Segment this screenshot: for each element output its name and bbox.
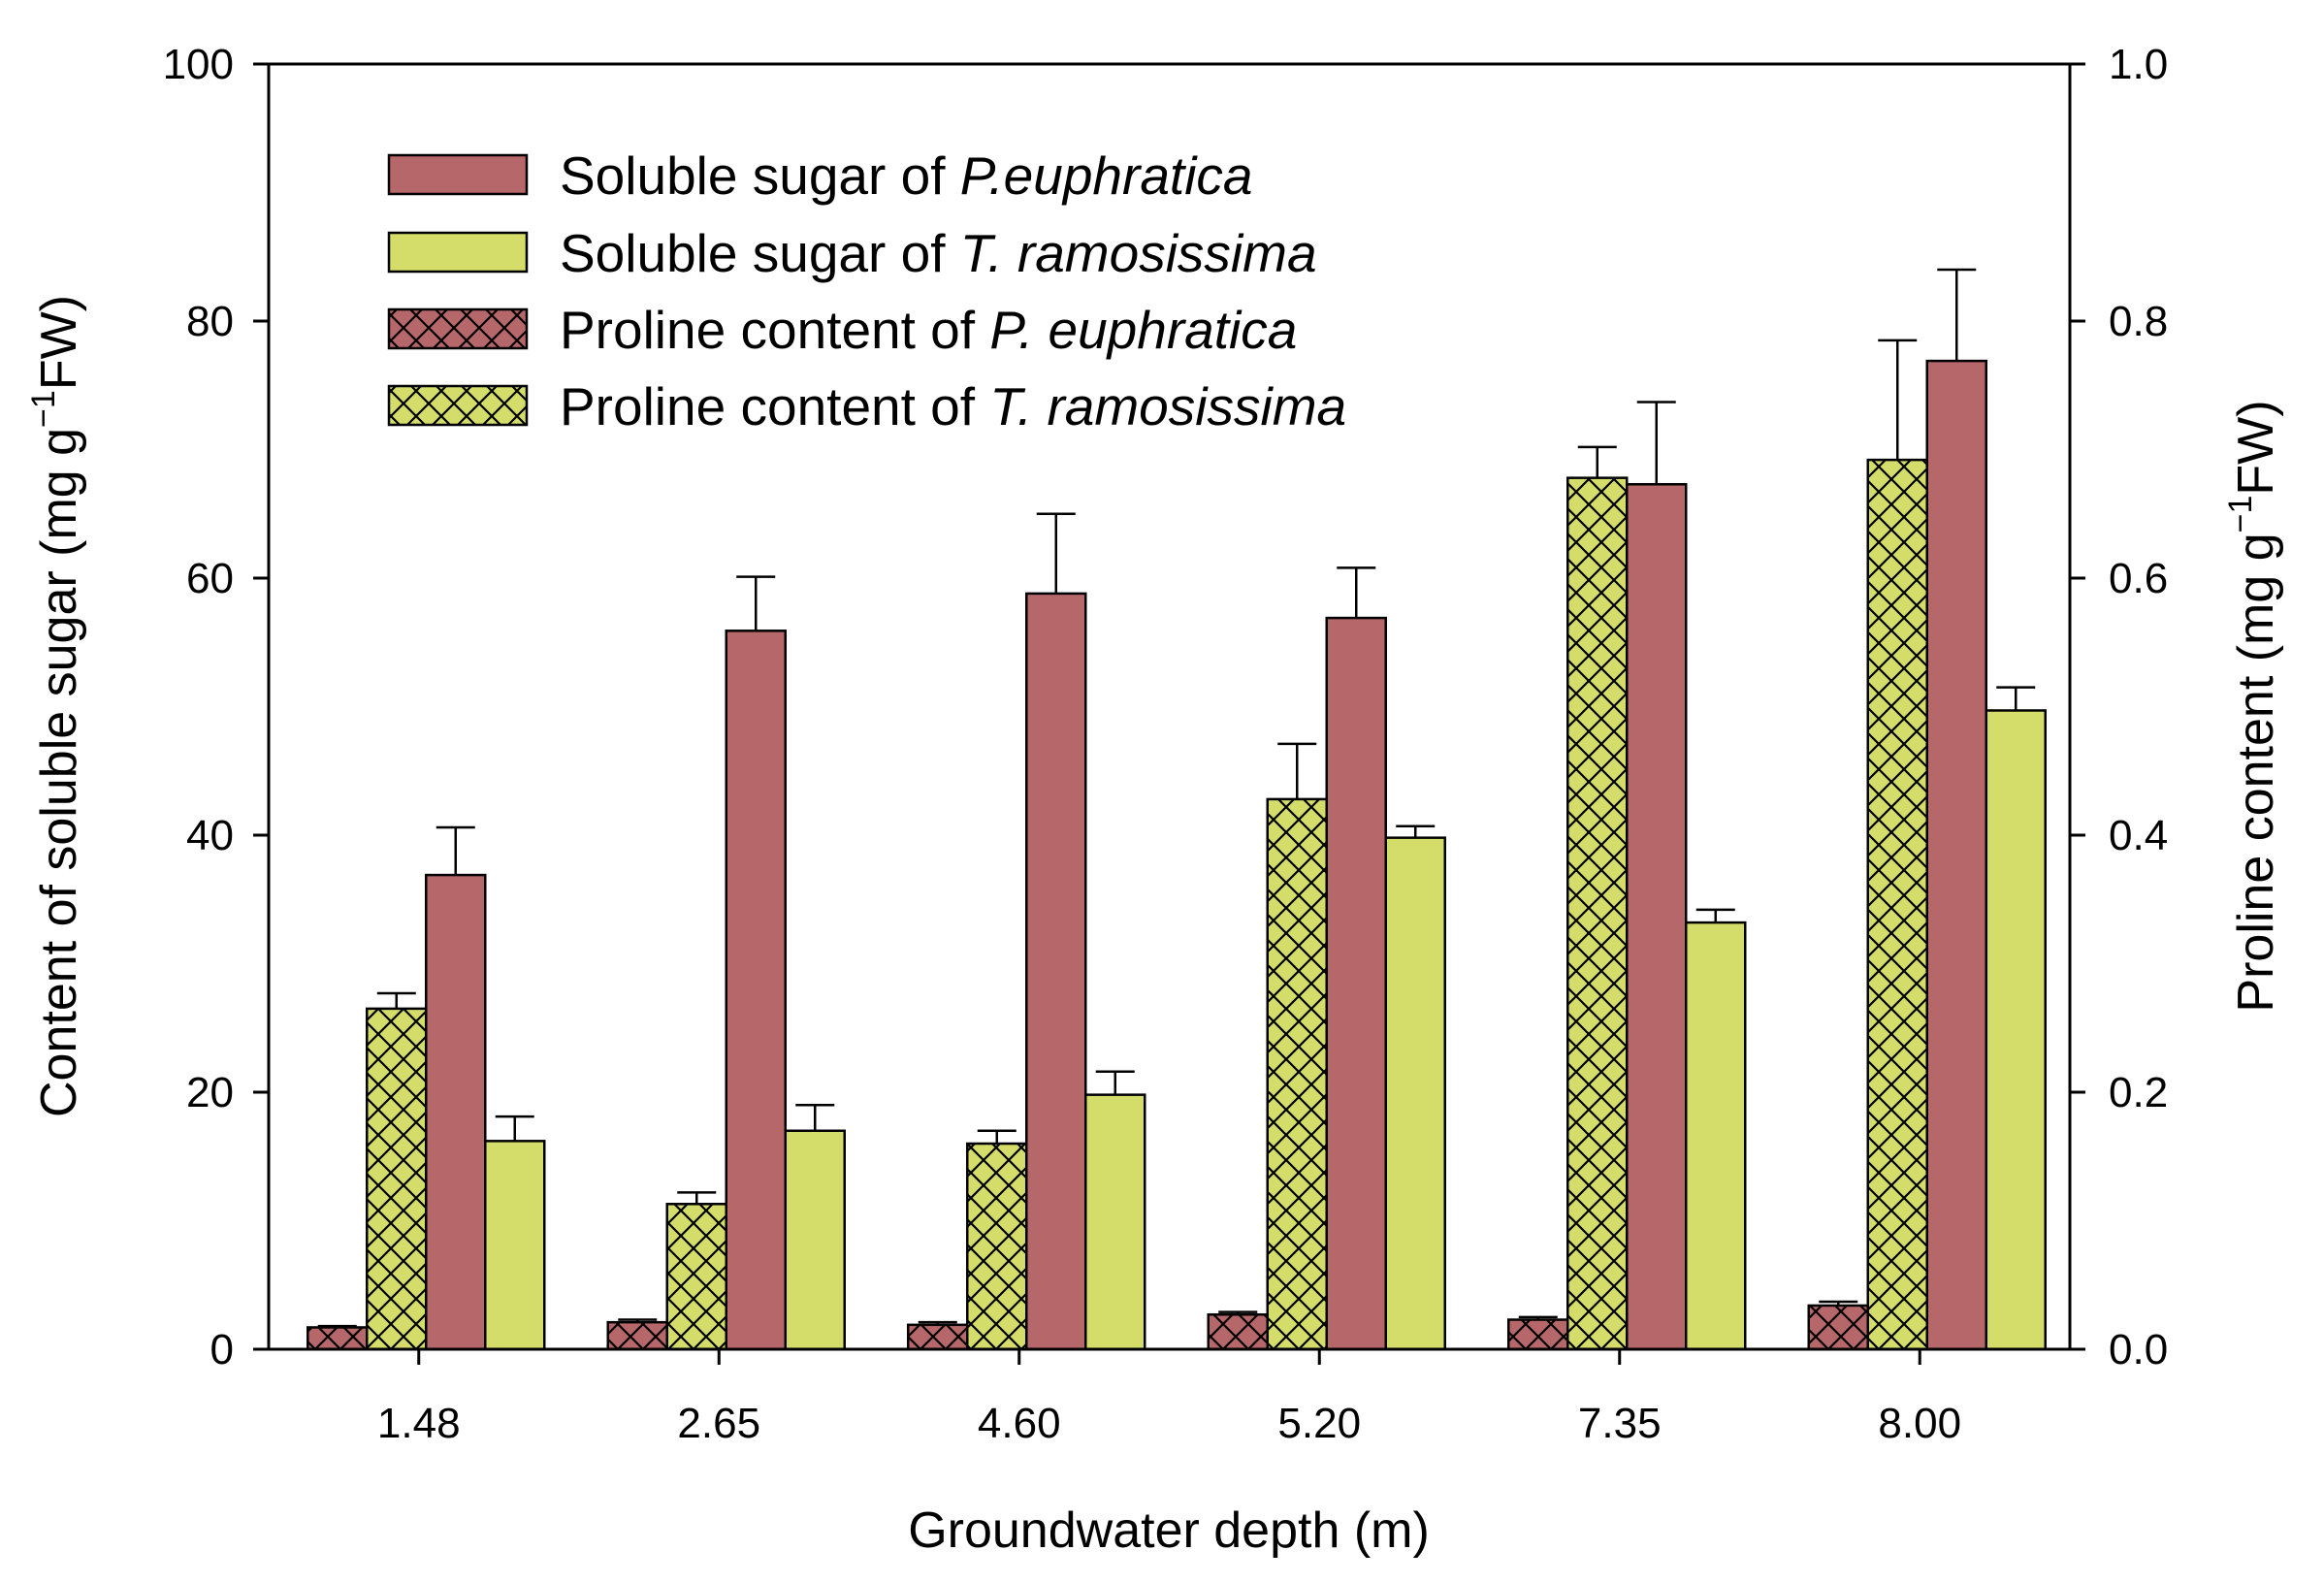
legend-label-species: T. ramosissima [989, 376, 1346, 436]
y-tick-label: 40 [186, 812, 234, 859]
legend-item: Proline content of P. euphratica [387, 300, 1297, 360]
bar [907, 1323, 969, 1351]
bar [1566, 476, 1629, 1351]
bar [1685, 921, 1747, 1351]
y2-axis-title-main: Proline content (mg g [2228, 533, 2284, 1012]
bar [1325, 616, 1387, 1351]
legend-label: Proline content of T. ramosissima [560, 376, 1346, 436]
legend-swatch-sugar-t [387, 231, 529, 274]
y-tick-label: 0 [210, 1326, 234, 1373]
x-tick-label: 8.00 [1878, 1400, 1961, 1447]
y-tick-label: 100 [163, 41, 234, 88]
bar [484, 1140, 546, 1351]
y2-axis-title-sup: −1 [2222, 496, 2259, 533]
y-axis-title-main: Content of soluble sugar (mg g [31, 428, 87, 1117]
legend-label: Soluble sugar of T. ramosissima [560, 223, 1317, 283]
bar [1025, 592, 1087, 1351]
bar-group [307, 268, 2047, 1351]
bar [665, 1203, 727, 1351]
y2-tick-label: 1.0 [2109, 41, 2168, 88]
bar [606, 1320, 668, 1351]
legend-label-prefix: Soluble sugar of [560, 223, 960, 283]
legend-label-species: P.euphratica [960, 145, 1253, 206]
bar [366, 1007, 428, 1351]
bar [784, 1129, 846, 1351]
tick-group: 0 20 40 60 80 100 0.0 0.2 0.4 0.6 0.8 1.0 1.48 2.65 4.… [163, 41, 2169, 1447]
legend-swatch-proline-p [387, 307, 529, 350]
legend-label: Proline content of P. euphratica [560, 300, 1297, 360]
x-tick-label: 2.65 [677, 1400, 760, 1447]
y2-tick-label: 0.4 [2109, 812, 2168, 859]
bar [1384, 836, 1446, 1351]
bar [307, 1326, 369, 1351]
legend-label: Soluble sugar of P.euphratica [560, 145, 1253, 206]
legend-label-prefix: Proline content of [560, 300, 989, 360]
x-axis-title: Groundwater depth (m) [908, 1502, 1430, 1559]
y-tick-label: 80 [186, 298, 234, 345]
y2-axis-title-unit: FW) [2228, 400, 2284, 495]
x-tick-label: 5.20 [1277, 1400, 1361, 1447]
bar [1507, 1318, 1569, 1351]
legend-label-prefix: Soluble sugar of [560, 145, 960, 206]
legend-label-prefix: Proline content of [560, 376, 989, 436]
y2-tick-label: 0.2 [2109, 1069, 2168, 1116]
bar [966, 1142, 1028, 1351]
y2-tick-label: 0.0 [2109, 1326, 2168, 1373]
bar [1207, 1312, 1269, 1351]
bar [1266, 797, 1328, 1351]
bar [425, 873, 487, 1351]
y-tick-label: 60 [186, 555, 234, 602]
y-axis-title: Content of soluble sugar (mg g−1FW) [25, 295, 87, 1117]
bar [1866, 458, 1928, 1351]
bar [1925, 359, 1987, 1351]
y2-tick-label: 0.6 [2109, 555, 2168, 602]
x-tick-label: 4.60 [978, 1400, 1061, 1447]
bar [725, 630, 787, 1351]
axes [267, 62, 2072, 1351]
y2-axis-title: Proline content (mg g−1FW) [2222, 400, 2284, 1012]
legend-item: Soluble sugar of P.euphratica [387, 145, 1253, 206]
y2-tick-label: 0.8 [2109, 298, 2168, 345]
y-tick-label: 20 [186, 1069, 234, 1116]
legend: Soluble sugar of P.euphratica Soluble su… [387, 145, 1346, 436]
bar [1985, 709, 2047, 1351]
legend-swatch-sugar-p [387, 153, 529, 196]
bar [1626, 483, 1688, 1351]
y-axis-title-sup: −1 [25, 390, 62, 428]
bar [1807, 1304, 1869, 1351]
legend-label-species: P. euphratica [989, 300, 1297, 360]
legend-item: Soluble sugar of T. ramosissima [387, 223, 1317, 283]
legend-item: Proline content of T. ramosissima [387, 376, 1346, 436]
legend-swatch-proline-t [387, 384, 529, 427]
legend-label-species: T. ramosissima [960, 223, 1317, 283]
bar [1084, 1093, 1146, 1351]
x-tick-label: 1.48 [377, 1400, 461, 1447]
x-tick-label: 7.35 [1578, 1400, 1662, 1447]
y-axis-title-unit: FW) [31, 295, 87, 390]
